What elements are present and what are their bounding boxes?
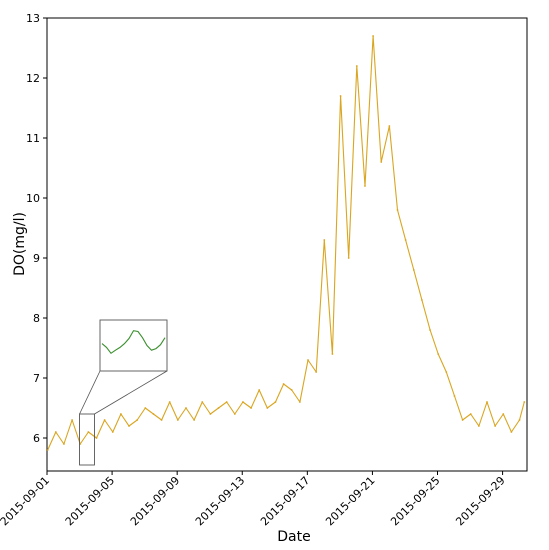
x-tick-label: 2015-09-05 [63, 474, 117, 528]
data-point [372, 35, 375, 37]
y-axis-title: DO(mg/l) [12, 212, 28, 276]
data-point [461, 419, 464, 421]
data-point [298, 401, 301, 403]
data-point [396, 209, 399, 211]
x-tick-label: 2015-09-21 [323, 474, 377, 528]
data-point [445, 371, 448, 373]
data-point [323, 239, 326, 241]
inset-series-line [101, 330, 166, 355]
data-point [510, 431, 513, 433]
data-point [128, 425, 130, 427]
y-tick-label: 7 [33, 372, 40, 385]
data-point [502, 413, 505, 415]
data-point [486, 401, 488, 403]
series-line [47, 35, 525, 451]
data-point [95, 437, 98, 439]
y-tick-label: 11 [26, 132, 40, 145]
data-point [111, 431, 114, 433]
y-tick-label: 13 [26, 12, 40, 25]
data-point [250, 407, 252, 409]
data-point [282, 383, 285, 385]
plot-area [46, 17, 528, 472]
data-point [242, 401, 244, 403]
y-axis: 6 7 8 9 10 11 12 13 [26, 12, 47, 445]
data-point [380, 161, 383, 163]
data-point [258, 389, 261, 391]
data-point [144, 407, 147, 409]
data-point [388, 125, 391, 127]
data-point [176, 419, 179, 421]
y-tick-label: 10 [26, 192, 40, 205]
data-point [266, 407, 269, 409]
zoom-box [79, 413, 95, 466]
y-tick-label: 8 [33, 312, 40, 325]
data-point [437, 353, 440, 355]
x-tick-label: 2015-09-13 [193, 474, 247, 528]
data-point [331, 353, 334, 355]
x-tick-label: 2015-09-09 [128, 474, 182, 528]
y-tick-label: 6 [33, 432, 40, 445]
inset-panel [99, 319, 168, 372]
data-point [119, 413, 122, 415]
data-point [315, 371, 318, 373]
data-point [209, 413, 212, 415]
data-point [87, 431, 90, 433]
data-point [168, 401, 171, 403]
data-point [453, 395, 456, 397]
data-point [347, 257, 350, 259]
data-point [136, 419, 139, 421]
data-point [355, 65, 358, 67]
x-tick-label: 2015-09-29 [453, 474, 507, 528]
x-tick-label: 2015-09-01 [0, 474, 52, 528]
x-axis: 2015-09-01 2015-09-05 2015-09-09 2015-09-13… [0, 471, 508, 528]
data-point [201, 401, 204, 403]
data-point [274, 401, 277, 403]
data-point [71, 419, 73, 421]
data-point [523, 401, 526, 403]
data-point [412, 269, 415, 271]
x-tick-label: 2015-09-17 [258, 474, 312, 528]
y-tick-label: 9 [33, 252, 40, 265]
data-point [364, 185, 366, 187]
data-point [404, 239, 407, 241]
connector-line [79, 370, 101, 415]
x-tick-label: 2015-09-25 [388, 474, 442, 528]
data-point [46, 449, 49, 451]
data-point [477, 425, 480, 427]
x-axis-title: Date [277, 529, 310, 545]
data-point [225, 401, 228, 403]
data-point [290, 389, 293, 391]
data-point [193, 419, 196, 421]
data-point [103, 419, 106, 421]
data-point [421, 299, 423, 301]
data-point [54, 431, 57, 433]
data-point [63, 443, 65, 445]
data-point [469, 413, 472, 415]
connector-line [94, 370, 168, 415]
data-point [518, 419, 521, 421]
data-point [160, 419, 163, 421]
y-tick-label: 12 [26, 72, 40, 85]
data-point [339, 95, 342, 97]
series-layer [46, 35, 526, 451]
data-point [185, 407, 187, 409]
data-point [307, 359, 309, 361]
data-point [217, 407, 220, 409]
inset-zoom [79, 319, 168, 466]
data-point [233, 413, 236, 415]
data-point [494, 425, 497, 427]
data-point [429, 329, 431, 331]
data-point [152, 413, 155, 415]
